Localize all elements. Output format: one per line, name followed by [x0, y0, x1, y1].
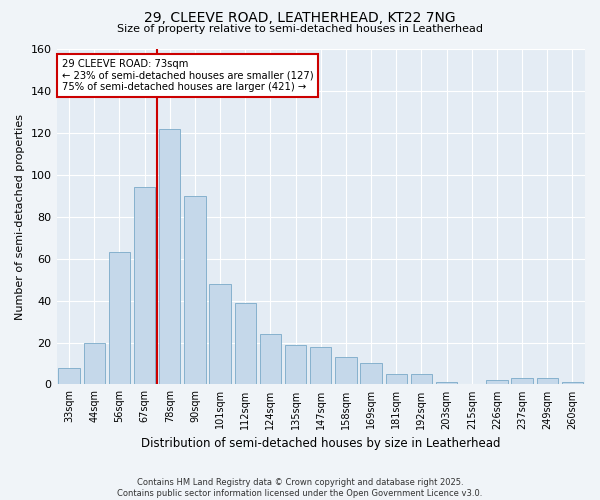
Bar — [536, 378, 558, 384]
Text: 29, CLEEVE ROAD, LEATHERHEAD, KT22 7NG: 29, CLEEVE ROAD, LEATHERHEAD, KT22 7NG — [144, 11, 456, 25]
Bar — [386, 374, 407, 384]
Bar — [511, 378, 533, 384]
X-axis label: Distribution of semi-detached houses by size in Leatherhead: Distribution of semi-detached houses by … — [141, 437, 500, 450]
Bar — [436, 382, 457, 384]
Bar — [260, 334, 281, 384]
Bar — [486, 380, 508, 384]
Bar — [335, 357, 356, 384]
Bar — [134, 188, 155, 384]
Text: 29 CLEEVE ROAD: 73sqm
← 23% of semi-detached houses are smaller (127)
75% of sem: 29 CLEEVE ROAD: 73sqm ← 23% of semi-deta… — [62, 59, 313, 92]
Bar — [83, 342, 105, 384]
Bar — [184, 196, 206, 384]
Bar — [361, 364, 382, 384]
Bar — [285, 344, 307, 385]
Bar — [159, 128, 181, 384]
Y-axis label: Number of semi-detached properties: Number of semi-detached properties — [15, 114, 25, 320]
Text: Contains HM Land Registry data © Crown copyright and database right 2025.
Contai: Contains HM Land Registry data © Crown c… — [118, 478, 482, 498]
Bar — [235, 302, 256, 384]
Bar — [109, 252, 130, 384]
Bar — [562, 382, 583, 384]
Bar — [58, 368, 80, 384]
Text: Size of property relative to semi-detached houses in Leatherhead: Size of property relative to semi-detach… — [117, 24, 483, 34]
Bar — [411, 374, 432, 384]
Bar — [310, 346, 331, 385]
Bar — [209, 284, 231, 384]
